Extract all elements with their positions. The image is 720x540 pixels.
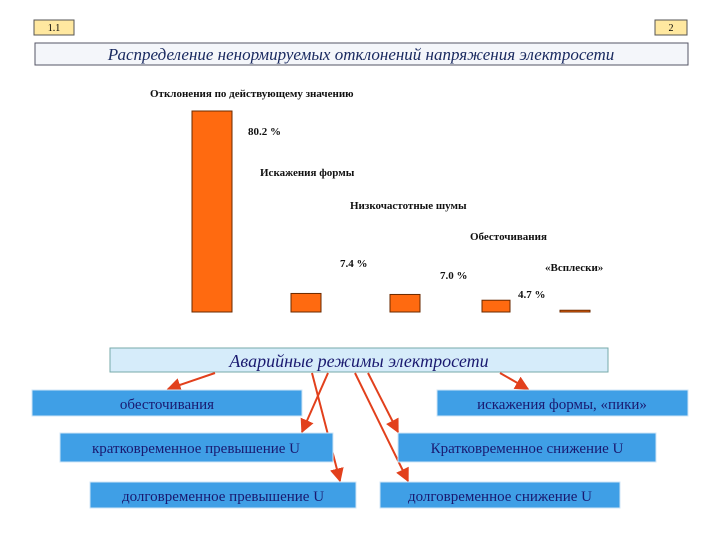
page-number-box bbox=[654, 19, 688, 36]
node: искажения формы, «пики» bbox=[436, 389, 689, 417]
category-label: «Всплески» bbox=[545, 262, 603, 274]
node: Кратковременное снижение U bbox=[397, 432, 657, 463]
bar bbox=[559, 309, 591, 313]
category-label: Обесточивания bbox=[470, 231, 547, 243]
node-box bbox=[31, 389, 303, 417]
page-number: 2 bbox=[669, 23, 674, 34]
arrow bbox=[166, 372, 216, 392]
arrow bbox=[367, 372, 399, 434]
root-box bbox=[109, 347, 609, 373]
node-box bbox=[89, 481, 357, 509]
root-label: Аварийные режимы электросети bbox=[228, 351, 488, 371]
category-label: Искажения формы bbox=[260, 167, 355, 179]
bar bbox=[481, 299, 511, 313]
node: долговременное снижение U bbox=[379, 481, 621, 509]
node-box bbox=[379, 481, 621, 509]
category-label: Отклонения по действующему значению bbox=[150, 88, 354, 100]
bar bbox=[290, 292, 322, 313]
slide-number-box bbox=[33, 19, 75, 36]
node-label: кратковременное превышение U bbox=[92, 441, 300, 457]
chart: Отклонения по действующему значению 80.2… bbox=[150, 88, 603, 313]
node-label: долговременное снижение U bbox=[408, 489, 592, 505]
category-label: Низкочастотные шумы bbox=[350, 200, 467, 212]
value-label: 7.0 % bbox=[440, 270, 468, 282]
value-label: 4.7 % bbox=[518, 289, 546, 301]
title: Распределение ненормируемых отклонений н… bbox=[107, 45, 615, 64]
node-label: искажения формы, «пики» bbox=[477, 397, 647, 413]
node-label: долговременное превышение U bbox=[122, 489, 324, 505]
arrow bbox=[311, 372, 344, 483]
arrow bbox=[354, 372, 409, 483]
arrow bbox=[300, 372, 329, 434]
bar bbox=[191, 110, 233, 313]
arrow bbox=[499, 372, 530, 390]
node: долговременное превышение U bbox=[89, 481, 357, 509]
node-label: Кратковременное снижение U bbox=[431, 441, 624, 457]
slide-number: 1.1 bbox=[48, 23, 61, 34]
node-label: обесточивания bbox=[120, 397, 214, 413]
node: кратковременное превышение U bbox=[59, 432, 334, 463]
node-box bbox=[436, 389, 689, 417]
bar bbox=[389, 293, 421, 313]
value-label: 80.2 % bbox=[248, 126, 281, 138]
node: обесточивания bbox=[31, 389, 303, 417]
value-label: 7.4 % bbox=[340, 258, 368, 270]
node-box bbox=[59, 432, 334, 463]
node-box bbox=[397, 432, 657, 463]
arrows bbox=[166, 372, 530, 483]
title-box bbox=[34, 42, 689, 66]
